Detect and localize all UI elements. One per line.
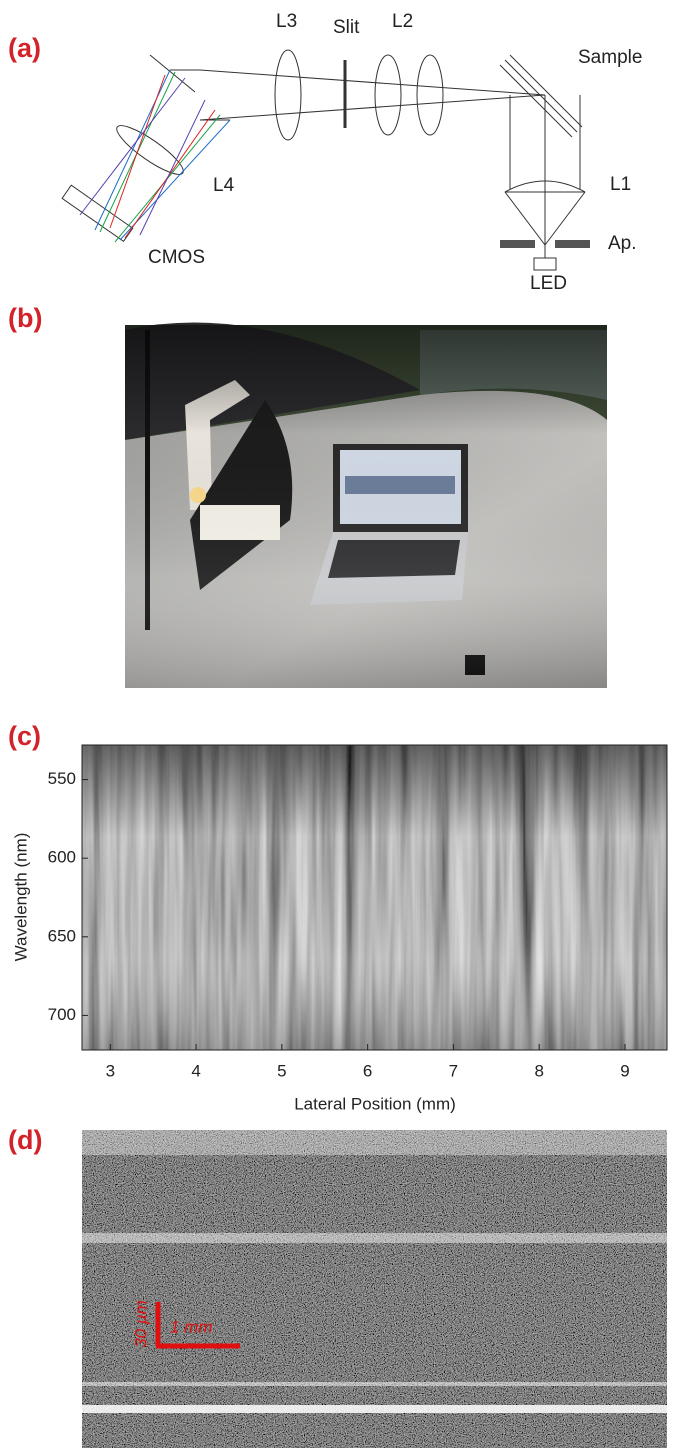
x-tick-label: 3	[106, 1061, 115, 1080]
aperture	[555, 240, 590, 248]
component-label: L2	[392, 11, 413, 32]
x-tick-label: 8	[534, 1061, 543, 1080]
oct-image	[82, 1130, 667, 1448]
y-axis-label: Wavelength (nm)	[11, 833, 30, 962]
panel-label: (a)	[8, 33, 41, 63]
x-tick-label: 5	[277, 1061, 286, 1080]
optical-diagram	[61, 49, 586, 271]
oct-layer	[82, 1233, 667, 1243]
oct-layer	[82, 1405, 667, 1413]
oct-layer	[82, 1382, 667, 1386]
y-tick-label: 700	[48, 1005, 76, 1024]
component-label: CMOS	[148, 247, 205, 268]
panel-label: (c)	[8, 721, 41, 751]
x-axis-label: Lateral Position (mm)	[294, 1094, 456, 1113]
scale-label: 30 µm	[131, 1300, 150, 1348]
component-label: Slit	[333, 17, 360, 38]
photo	[125, 322, 607, 688]
x-tick-label: 6	[363, 1061, 372, 1080]
scale-bar	[155, 1302, 240, 1349]
component-label: L4	[213, 175, 235, 196]
component-label: LED	[530, 273, 567, 294]
dispersed-rays	[79, 69, 231, 243]
component-label: Ap.	[608, 233, 637, 254]
oct-layer	[82, 1130, 667, 1155]
component-label: L1	[610, 174, 631, 195]
y-tick-label: 600	[48, 848, 76, 867]
panel-label: (d)	[8, 1125, 42, 1155]
plot-frame	[81, 744, 668, 1051]
aperture	[500, 240, 535, 248]
y-tick-label: 650	[48, 926, 76, 945]
component-label: Sample	[578, 47, 642, 68]
y-tick-label: 550	[48, 769, 76, 788]
panel-label: (b)	[8, 303, 42, 333]
component-label: L3	[276, 11, 297, 32]
x-tick-label: 4	[191, 1061, 200, 1080]
scale-label: 1 mm	[170, 1317, 213, 1336]
x-tick-label: 7	[449, 1061, 458, 1080]
x-tick-label: 9	[620, 1061, 629, 1080]
spectral-shading	[82, 745, 667, 1050]
